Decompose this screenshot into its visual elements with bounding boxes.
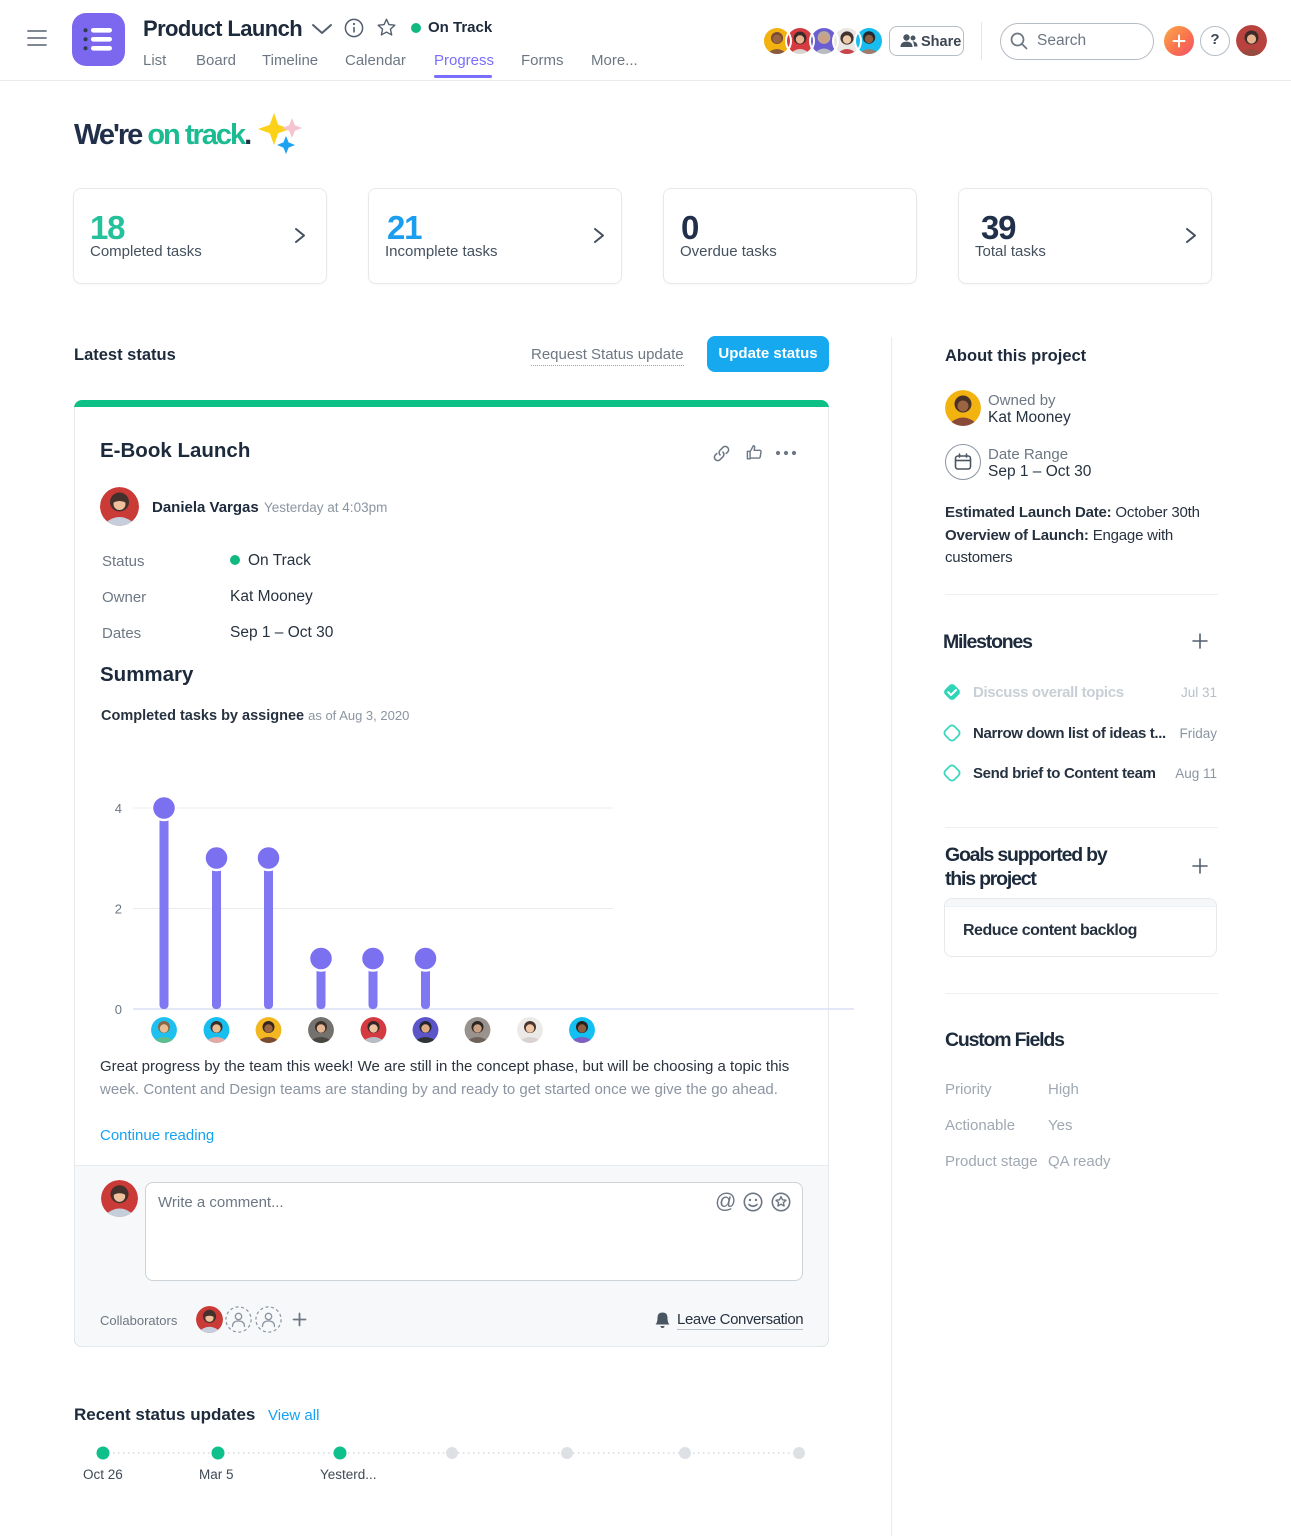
- svg-text:0: 0: [115, 1002, 122, 1017]
- svg-text:2: 2: [115, 902, 122, 917]
- svg-text:4: 4: [115, 801, 122, 816]
